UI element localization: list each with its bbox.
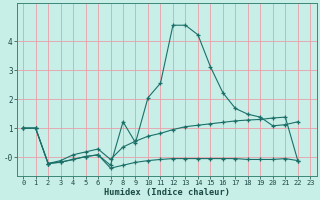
X-axis label: Humidex (Indice chaleur): Humidex (Indice chaleur) bbox=[104, 188, 230, 197]
